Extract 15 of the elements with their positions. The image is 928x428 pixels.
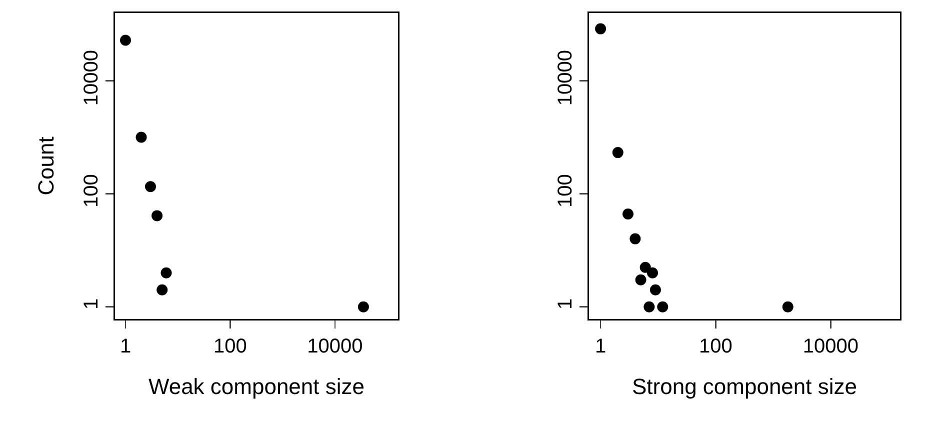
x-tick-label: 100 <box>214 335 247 358</box>
y-tick-label: 10000 <box>554 50 577 106</box>
y-tick-label: 1 <box>554 298 577 310</box>
x-axis-title: Weak component size <box>148 374 365 400</box>
y-tick-label: 1 <box>80 298 103 310</box>
x-axis-title: Strong component size <box>632 374 858 400</box>
y-tick-label: 10000 <box>80 50 103 106</box>
x-tick-label: 10000 <box>802 335 859 358</box>
y-tick-label: 100 <box>80 174 103 208</box>
y-tick-label: 100 <box>554 174 577 208</box>
x-tick-label: 10000 <box>307 335 363 358</box>
y-axis-title: Count <box>34 136 59 196</box>
x-tick-label: 100 <box>698 335 732 358</box>
x-tick-label: 1 <box>594 335 606 358</box>
x-tick-label: 1 <box>120 335 132 358</box>
